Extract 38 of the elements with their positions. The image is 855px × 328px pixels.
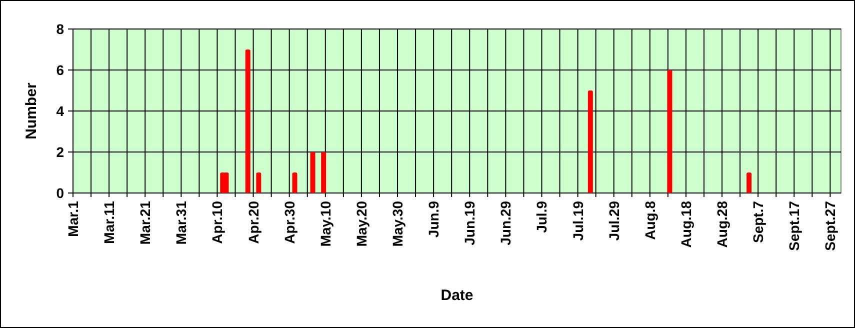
y-axis-title: Number [23, 82, 40, 140]
x-tick-label: Aug.8 [642, 200, 658, 240]
x-tick-label: Jul.9 [534, 200, 550, 233]
y-tick-label: 8 [56, 20, 64, 37]
x-tick-label: Jun.9 [426, 200, 442, 238]
bar [667, 70, 672, 193]
x-tick-label: Jun.29 [498, 200, 514, 246]
x-tick-label: Jun.19 [462, 200, 478, 246]
x-tick-label: Sept.7 [750, 200, 766, 244]
bar [588, 90, 593, 193]
y-tick-label: 0 [56, 184, 64, 201]
x-tick-label: Aug.28 [714, 200, 730, 248]
x-tick-label: Jul.29 [606, 200, 622, 241]
bar [224, 172, 229, 193]
x-tick-label: May.20 [353, 200, 370, 247]
x-tick-label: Apr.20 [245, 200, 262, 244]
x-tick-label: Mar.11 [101, 200, 118, 244]
y-tick-label: 6 [56, 62, 64, 78]
x-tick-label: Mar.21 [137, 200, 154, 245]
x-axis-title: Date [440, 287, 474, 304]
bar [256, 172, 262, 193]
y-tick-label: 4 [56, 102, 64, 119]
x-tick-label: Jul.19 [570, 200, 586, 241]
bar [746, 172, 752, 193]
x-tick-label: Mar.1 [65, 200, 81, 237]
y-tick-label: 2 [56, 144, 64, 160]
x-tick-label: Sept.27 [822, 200, 838, 251]
x-tick-label: Aug.18 [678, 200, 694, 248]
bar [245, 50, 250, 193]
bar [292, 172, 298, 193]
bar [321, 152, 326, 193]
x-tick-label: Sept.17 [786, 200, 802, 251]
bar [310, 152, 316, 193]
x-tick-label: May.10 [317, 200, 334, 247]
x-tick-label: May.30 [390, 200, 406, 247]
x-tick-label: Apr.30 [281, 200, 298, 244]
x-tick-label: Apr.10 [209, 200, 226, 244]
x-tick-label: Mar.31 [173, 200, 190, 245]
